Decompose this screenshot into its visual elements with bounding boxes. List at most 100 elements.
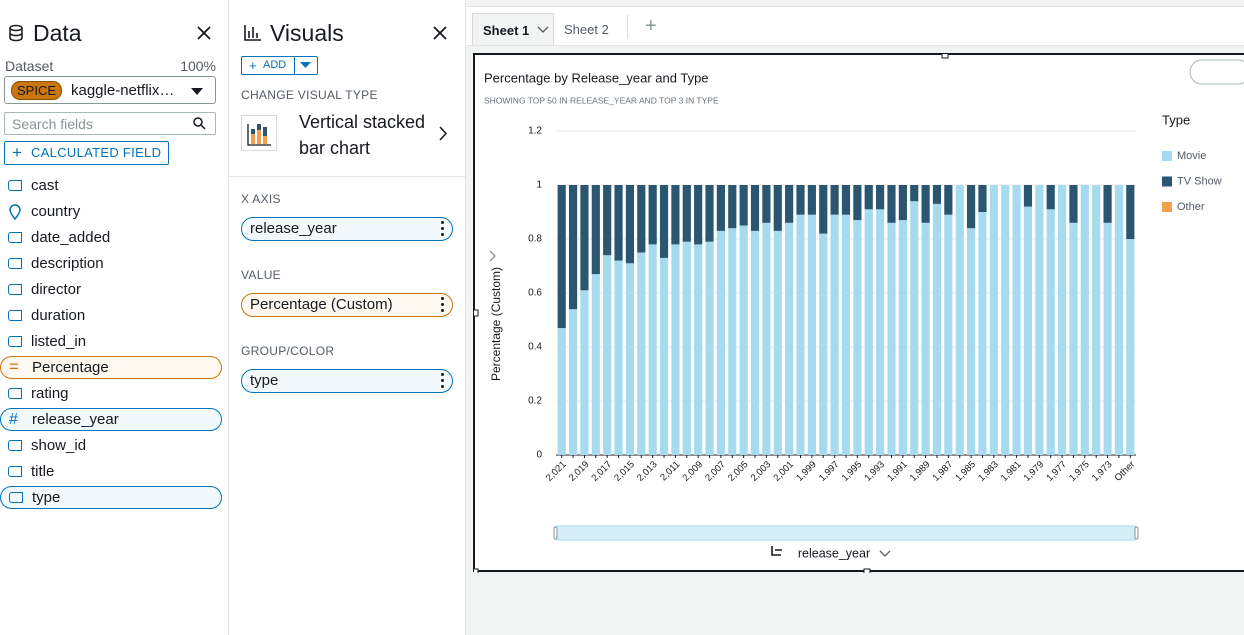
bar-segment [694, 185, 703, 245]
sheet-name: Sheet 1 [483, 23, 530, 38]
sheet-name[interactable]: Sheet 2 [564, 22, 609, 37]
chart-subtitle: SHOWING TOP 50 IN RELEASE_YEAR AND TOP 3… [484, 95, 719, 105]
section-label: CHANGE VISUAL TYPE [241, 88, 378, 102]
bar-segment [932, 203, 942, 455]
bar-segment [773, 185, 782, 231]
field[interactable]: cast [0, 175, 222, 197]
close-button[interactable] [432, 25, 448, 41]
dataset-percent: 100% [180, 58, 216, 74]
bar-segment [1012, 185, 1021, 455]
x-tick-label: 1,993 [862, 459, 887, 484]
bar-segment [898, 220, 907, 455]
button-label: ADD [263, 59, 287, 71]
x-axis-label[interactable]: release_year [798, 546, 870, 560]
field-well[interactable]: type [241, 369, 453, 393]
field[interactable]: rating [0, 383, 222, 405]
add-sheet[interactable]: + [645, 15, 657, 37]
panel-title: Data [33, 20, 82, 46]
bar-segment [705, 241, 714, 455]
add-button[interactable]: + ADD [241, 56, 318, 75]
visual-type-name[interactable]: Vertical stacked bar chart [299, 112, 426, 158]
bar-segment [841, 185, 851, 215]
bar-segment [625, 263, 635, 455]
section-label: GROUP/COLOR [241, 344, 335, 358]
x-tick-label: Other [1113, 459, 1138, 484]
well-field: Percentage (Custom) [250, 296, 393, 313]
field[interactable]: director [0, 279, 222, 301]
field-name: show_id [31, 437, 87, 454]
close-button[interactable] [196, 25, 212, 41]
visuals-panel: Visuals + ADD CHANGE VISUAL TYPE Vertical… [229, 0, 466, 635]
calculated-field-button[interactable]: + CALCULATED FIELD [4, 141, 169, 165]
field-well[interactable]: release_year [241, 217, 453, 241]
field[interactable]: title [0, 461, 222, 483]
bar-segment [853, 220, 862, 455]
bar-segment [785, 222, 794, 455]
bar-segment [853, 185, 862, 221]
bar-segment [648, 244, 657, 455]
bar-segment [682, 241, 691, 455]
bar-segment [1092, 185, 1101, 455]
bar-segment [796, 214, 805, 455]
scroll-bar[interactable] [555, 525, 1137, 541]
bar-segment [955, 185, 964, 455]
x-tick-label: 1,979 [1022, 459, 1047, 484]
legend-title: Type [1162, 112, 1190, 127]
bar-segment [921, 185, 930, 223]
bar-segment [910, 201, 919, 455]
bar-segment [762, 185, 771, 223]
x-tick-label: 1,973 [1090, 459, 1115, 484]
field-well[interactable]: Percentage (Custom) [241, 293, 453, 317]
well-field: release_year [250, 220, 337, 237]
data-panel: Data Dataset 100% SPICE kaggle-netflix… … [0, 0, 229, 635]
bar-segment [671, 244, 680, 455]
x-tick-label: 2,011 [658, 459, 682, 483]
field-selected[interactable]: # release_year [0, 408, 222, 431]
bar-segment [1057, 185, 1067, 455]
field[interactable]: listed_in [0, 331, 222, 353]
bar-segment [785, 185, 794, 223]
x-tick-label: 2,015 [612, 459, 637, 484]
bar-segment [557, 185, 566, 329]
x-tick-label: 1,981 [999, 459, 1024, 484]
bar-segment [1035, 185, 1044, 455]
database-icon [9, 24, 23, 42]
visuals-icon [244, 25, 261, 41]
x-tick-label: 1,989 [908, 459, 933, 484]
bar-segment [1103, 185, 1112, 223]
field-selected[interactable]: type [0, 486, 222, 509]
search-icon [193, 117, 206, 130]
field[interactable]: show_id [0, 435, 222, 457]
x-tick-label: 2,019 [567, 459, 592, 484]
bar-segment [898, 185, 907, 221]
visual-box[interactable]: Percentage by Release_year and Type SHOW… [473, 53, 1244, 573]
field[interactable]: description [0, 253, 222, 275]
field-selected[interactable]: = Percentage [0, 356, 222, 379]
dataset-select[interactable]: SPICE kaggle-netflix… [4, 76, 216, 104]
field[interactable]: country [0, 201, 222, 223]
bar-segment [603, 185, 612, 256]
search-box[interactable]: Search fields [4, 112, 216, 135]
bar-segment [728, 228, 737, 455]
field-name: Percentage [32, 359, 109, 376]
x-tick-label: 1,983 [976, 459, 1001, 484]
x-tick-label: 2,017 [589, 459, 614, 484]
y-tick-label: 0.6 [528, 288, 542, 299]
bar-segment [568, 185, 578, 310]
bar-segment [910, 185, 919, 202]
bar-segment [659, 185, 669, 258]
field[interactable]: duration [0, 305, 222, 327]
bar-segment [580, 185, 589, 291]
sheet-tab-active[interactable]: Sheet 1 [472, 13, 554, 45]
bar-segment [671, 185, 680, 245]
section-label: VALUE [241, 268, 281, 282]
field-name: duration [31, 307, 86, 324]
x-tick-label: 1,995 [840, 459, 865, 484]
bar-segment [614, 185, 623, 261]
field-name: release_year [32, 411, 119, 428]
bar-segment [568, 309, 578, 455]
visual-menu[interactable] [1189, 59, 1244, 85]
bar-segment [648, 185, 657, 245]
field[interactable]: date_added [0, 227, 222, 249]
bar-segment [807, 214, 816, 455]
